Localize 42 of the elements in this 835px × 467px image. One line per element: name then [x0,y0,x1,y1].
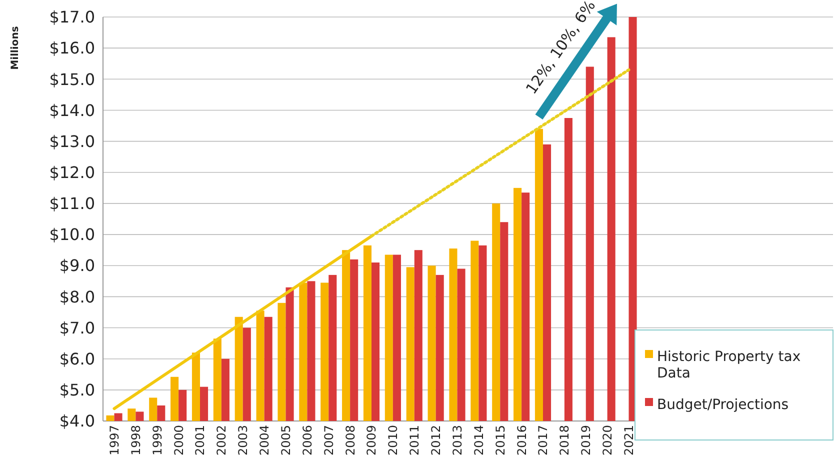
x-tick-label: 2008 [343,425,358,456]
y-tick-label: $14.0 [49,100,95,120]
x-tick-label: 1998 [128,425,143,456]
y-tick-label: $17.0 [49,8,95,27]
x-tick-label: 2018 [558,425,572,456]
x-tick-label: 2002 [214,425,229,456]
x-tick-label: 2009 [364,425,379,456]
x-tick-label: 2005 [278,425,293,456]
x-tick-label: 2007 [322,425,336,456]
x-tick-label: 2021 [622,425,636,456]
x-tick-label: 1999 [150,425,164,456]
y-tick-label: $15.0 [49,70,95,89]
y-tick-label: $13.0 [49,132,95,151]
y-tick-label: $9.0 [59,256,95,276]
x-tick-label: 2006 [300,425,314,456]
y-axis-title: Millions [10,26,21,70]
legend-label: Historic Property tax Data [657,348,801,382]
y-tick-label: $10.0 [49,225,95,244]
y-tick-label: $5.0 [59,380,95,400]
y-tick-label: $4.0 [59,412,95,431]
y-tick-label: $7.0 [59,318,95,338]
y-tick-label: $6.0 [59,349,95,368]
x-tick-label: 2001 [193,425,208,456]
x-tick-label: 2020 [600,425,615,456]
y-tick-label: $11.0 [49,194,95,214]
y-tick-label: $16.0 [49,38,95,58]
x-tick-label: 1997 [107,425,122,456]
x-tick-label: 2017 [536,425,550,456]
x-tick-label: 2012 [429,425,444,456]
y-tick-label: $12.0 [49,162,95,182]
x-tick-label: 2003 [236,425,250,456]
x-tick-label: 2016 [514,425,529,456]
x-tick-label: 2004 [258,425,272,456]
x-tick-label: 2000 [172,425,186,456]
x-tick-label: 2011 [408,425,422,456]
legend-label: Budget/Projections [657,396,789,413]
x-tick-label: 2015 [493,425,508,456]
x-tick-label: 2013 [450,425,464,456]
x-tick-label: 2014 [472,425,486,456]
x-tick-label: 2010 [386,425,400,456]
y-tick-label: $8.0 [59,287,95,306]
x-tick-label: 2019 [579,425,594,456]
